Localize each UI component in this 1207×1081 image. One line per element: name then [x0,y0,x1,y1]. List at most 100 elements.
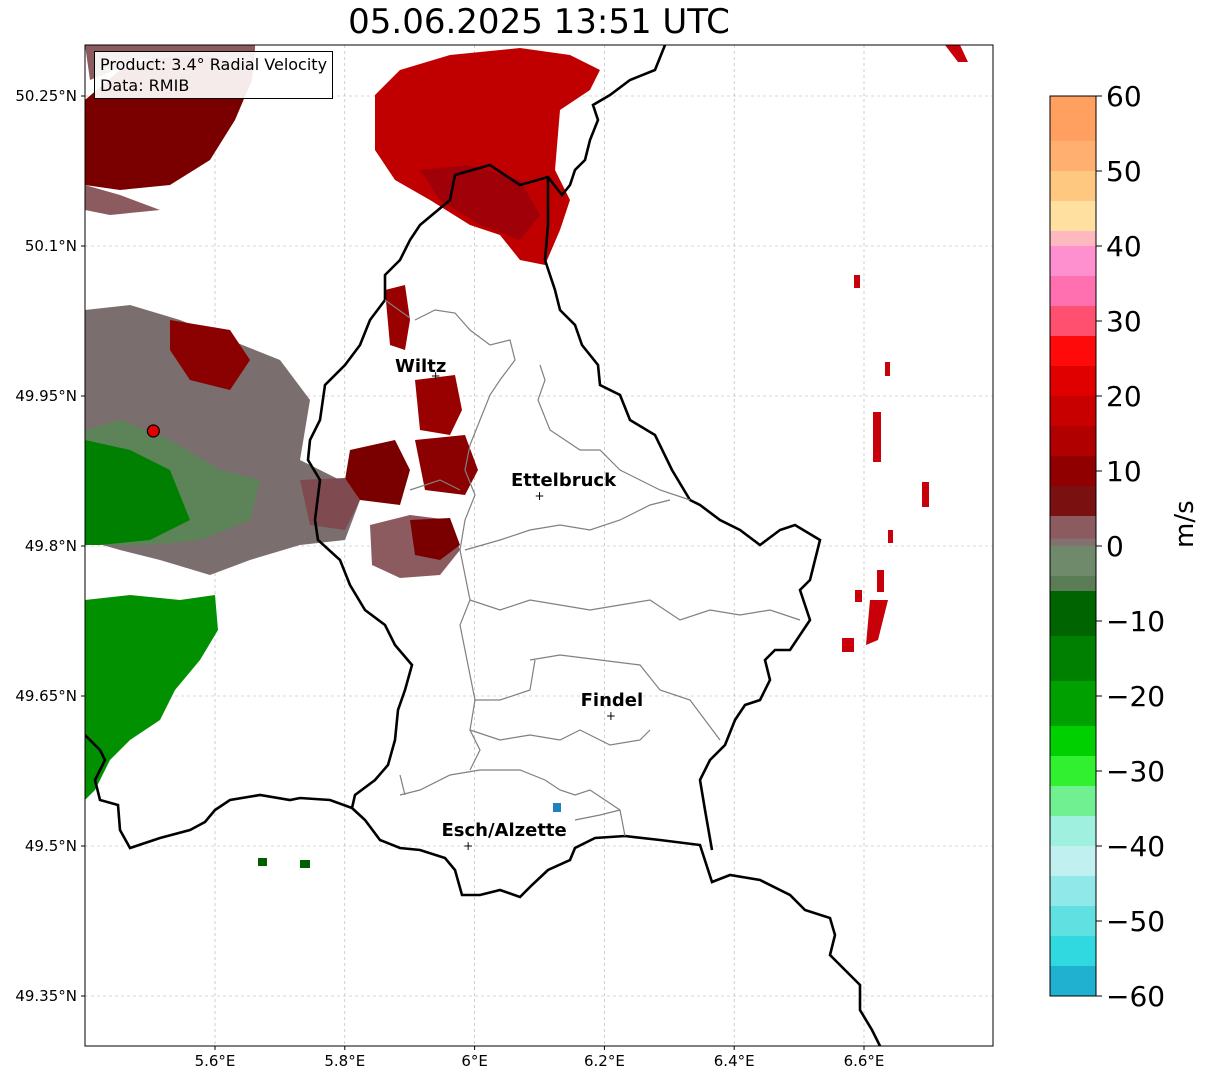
colorbar-segment [1050,231,1096,247]
colorbar-tick-label: −50 [1106,905,1165,938]
colorbar-segment [1050,396,1096,427]
colorbar-segment [1050,816,1096,847]
colorbar-segment [1050,756,1096,787]
radar-site-marker [146,424,160,438]
echo-ne-corner [945,45,968,62]
colorbar-segment [1050,546,1096,577]
colorbar-segment [1050,786,1096,817]
echo-north-cell [375,48,600,265]
colorbar-segment [1050,936,1096,967]
echo-radar-red [170,320,250,390]
colorbar-tick-label: 20 [1106,380,1142,413]
colorbar-segment [1050,966,1096,997]
lat-tick-label: 49.8°N [25,537,77,555]
city-label: Findel [581,690,644,711]
echo-frag-3 [553,803,561,812]
colorbar-segment [1050,336,1096,367]
colorbar-tick-label: −60 [1106,980,1165,1013]
colorbar-tick-label: 50 [1106,155,1142,188]
city-label: Ettelbruck [511,470,617,491]
colorbar-segment [1050,846,1096,877]
colorbar-tick-label: −30 [1106,755,1165,788]
echo-nw-fringe [85,185,160,215]
echo-radar-inbound [85,440,190,545]
colorbar-segment [1050,726,1096,757]
echo-cell-b [415,375,462,435]
colorbar-tick-label: 0 [1106,530,1124,563]
product-info-box: Product: 3.4° Radial Velocity Data: RMIB [94,51,334,99]
country-border-belgium-france [85,734,353,850]
city-layer: +Wiltz+Ettelbruck+Findel+Esch/Alzette [395,356,643,853]
lon-tick-label: 6.6°E [844,1052,885,1070]
lat-tick-label: 50.1°N [25,237,77,255]
colorbar-segment [1050,906,1096,937]
colorbar-segment [1050,486,1096,517]
echo-north-dark [420,165,540,240]
echo-east-3 [854,275,860,288]
colorbar-unit-label: m/s [1170,500,1200,548]
lon-tick-label: 5.6°E [195,1052,236,1070]
colorbar-tick-label: 60 [1106,80,1142,113]
echo-east-1 [873,412,881,462]
colorbar-segment [1050,681,1096,727]
axis-tick-labels: 50.25°N 50.1°N 49.95°N 49.8°N 49.65°N 49.5°N 4… [15,87,884,1070]
colorbar: 60 50 40 30 20 10 0 −10 −20 −30 −40 −50 −60 [1049,80,1165,1013]
echo-east-2 [885,362,890,376]
colorbar-segment [1050,591,1096,637]
colorbar-segment [1050,171,1096,202]
echo-cell-e-core [410,518,460,560]
echo-east-9 [842,638,854,652]
colorbar-segment [1050,538,1096,547]
echo-east-8 [866,600,888,645]
colorbar-tick-label: −40 [1106,830,1165,863]
borders [85,45,882,1046]
echo-cell-a [385,285,410,350]
echo-east-5 [888,530,893,543]
city-label: Wiltz [395,356,446,377]
colorbar-segment [1050,366,1096,397]
lat-tick-label: 50.25°N [15,87,77,105]
echo-east-6 [877,570,884,592]
colorbar-segment [1050,576,1096,592]
lon-tick-label: 6°E [461,1052,488,1070]
colorbar-tick-label: 10 [1106,455,1142,488]
echo-frag-2 [300,860,310,868]
colorbar-segment [1050,456,1096,487]
lat-tick-label: 49.35°N [15,987,77,1005]
colorbar-tick-label: 40 [1106,230,1142,263]
colorbar-segment [1050,516,1096,539]
colorbar-segment [1050,636,1096,682]
echo-cell-c [345,440,410,505]
colorbar-segment [1050,246,1096,277]
data-source-label: Data: RMIB [100,76,190,95]
canton-borders [384,299,801,837]
echo-cell-d [415,435,478,495]
city-marker: + [534,489,544,503]
colorbar-segment [1050,426,1096,457]
lon-tick-label: 6.2°E [584,1052,625,1070]
lon-tick-label: 5.8°E [324,1052,365,1070]
city-marker: + [463,839,473,853]
colorbar-tick-label: −10 [1106,605,1165,638]
colorbar-tick-label: −20 [1106,680,1165,713]
colorbar-segment [1050,141,1096,172]
colorbar-segment [1050,276,1096,307]
lat-tick-label: 49.5°N [25,837,77,855]
radar-echoes [85,45,968,868]
city-marker: + [431,369,441,383]
echo-frag-1 [258,858,267,866]
echo-sw-inbound [85,595,218,800]
colorbar-segment [1050,201,1096,232]
map-title: 05.06.2025 13:51 UTC [348,2,730,42]
colorbar-segment [1050,306,1096,337]
country-border-luxembourg [306,45,882,1046]
city-marker: + [606,709,616,723]
colorbar-segment [1050,876,1096,907]
colorbar-segment [1050,96,1096,142]
city-label: Esch/Alzette [441,820,566,841]
lat-tick-label: 49.65°N [15,687,77,705]
lat-tick-label: 49.95°N [15,387,77,405]
lon-tick-label: 6.4°E [714,1052,755,1070]
colorbar-tick-label: 30 [1106,305,1142,338]
